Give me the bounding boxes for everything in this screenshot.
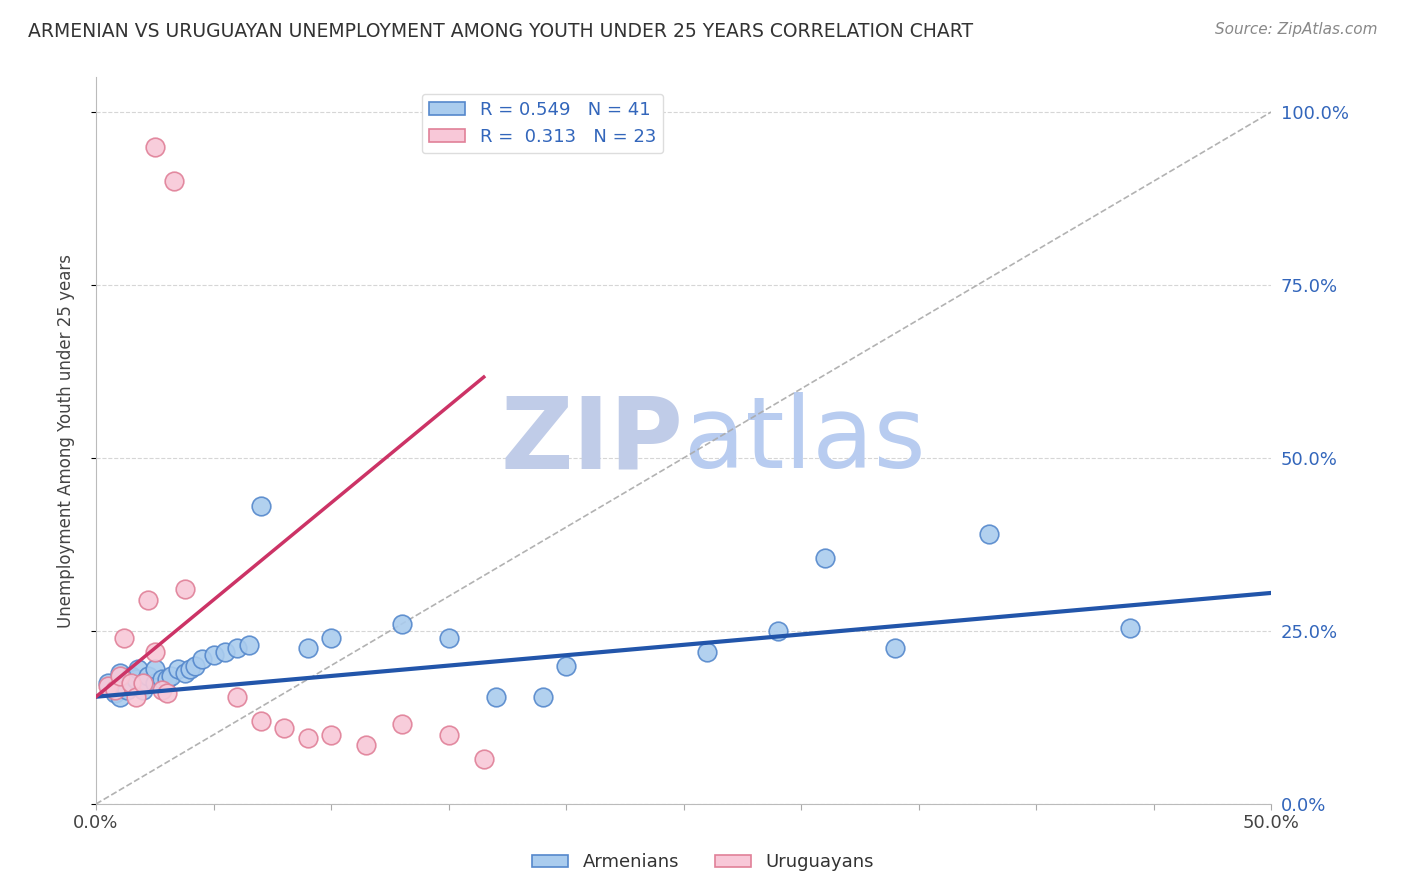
- Point: [150, 673, 173, 687]
- Point: [297, 641, 319, 656]
- Point: [391, 717, 413, 731]
- Point: [143, 676, 166, 690]
- Point: [437, 728, 460, 742]
- Point: [132, 676, 155, 690]
- Point: [125, 673, 148, 687]
- Point: [162, 174, 184, 188]
- Point: [555, 658, 578, 673]
- Point: [356, 738, 378, 752]
- Point: [174, 582, 197, 597]
- Point: [115, 682, 138, 697]
- Point: [120, 676, 142, 690]
- Point: [160, 669, 183, 683]
- Point: [226, 641, 249, 656]
- Point: [136, 669, 159, 683]
- Point: [143, 645, 166, 659]
- Point: [179, 662, 201, 676]
- Point: [249, 714, 271, 728]
- Y-axis label: Unemployment Among Youth under 25 years: Unemployment Among Youth under 25 years: [58, 253, 75, 628]
- Point: [155, 673, 177, 687]
- Point: [437, 631, 460, 645]
- Point: [127, 662, 149, 676]
- Point: [238, 638, 260, 652]
- Point: [696, 645, 718, 659]
- Text: ZIP: ZIP: [501, 392, 683, 489]
- Point: [132, 676, 155, 690]
- Point: [484, 690, 506, 704]
- Point: [226, 690, 249, 704]
- Point: [108, 665, 131, 680]
- Point: [319, 728, 342, 742]
- Point: [143, 662, 166, 676]
- Point: [143, 139, 166, 153]
- Point: [249, 500, 271, 514]
- Point: [183, 658, 205, 673]
- Point: [155, 686, 177, 700]
- Point: [202, 648, 225, 663]
- Legend: Armenians, Uruguayans: Armenians, Uruguayans: [524, 847, 882, 879]
- Point: [112, 679, 135, 693]
- Text: ARMENIAN VS URUGUAYAN UNEMPLOYMENT AMONG YOUTH UNDER 25 YEARS CORRELATION CHART: ARMENIAN VS URUGUAYAN UNEMPLOYMENT AMONG…: [28, 22, 973, 41]
- Point: [1119, 621, 1142, 635]
- Point: [97, 679, 120, 693]
- Point: [273, 721, 295, 735]
- Point: [120, 669, 142, 683]
- Point: [108, 690, 131, 704]
- Point: [319, 631, 342, 645]
- Point: [191, 651, 214, 665]
- Point: [167, 662, 190, 676]
- Point: [125, 690, 148, 704]
- Point: [104, 682, 127, 697]
- Point: [977, 527, 1000, 541]
- Point: [104, 686, 127, 700]
- Legend: R = 0.549   N = 41, R =  0.313   N = 23: R = 0.549 N = 41, R = 0.313 N = 23: [422, 94, 664, 153]
- Point: [150, 682, 173, 697]
- Point: [108, 669, 131, 683]
- Point: [112, 631, 135, 645]
- Point: [136, 592, 159, 607]
- Point: [531, 690, 554, 704]
- Point: [813, 551, 835, 566]
- Point: [174, 665, 197, 680]
- Point: [884, 641, 907, 656]
- Point: [214, 645, 236, 659]
- Point: [120, 676, 142, 690]
- Point: [132, 682, 155, 697]
- Point: [297, 731, 319, 746]
- Text: Source: ZipAtlas.com: Source: ZipAtlas.com: [1215, 22, 1378, 37]
- Point: [472, 752, 495, 766]
- Point: [766, 624, 789, 638]
- Text: atlas: atlas: [683, 392, 925, 489]
- Point: [97, 676, 120, 690]
- Point: [391, 617, 413, 632]
